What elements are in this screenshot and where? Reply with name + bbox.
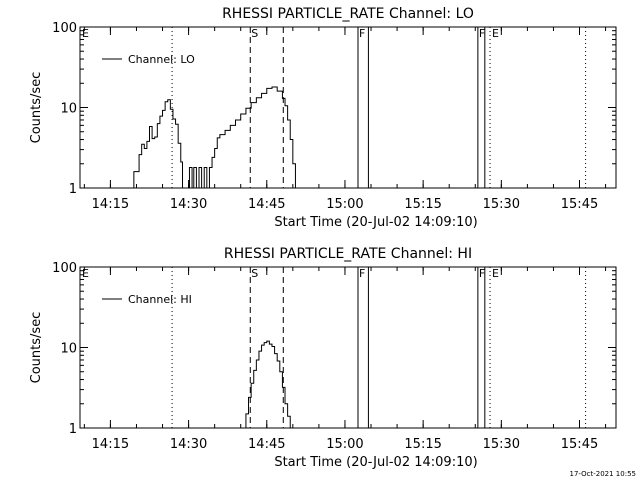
x-tick-label: 15:15 bbox=[404, 437, 441, 452]
chart-title: RHESSI PARTICLE_RATE Channel: HI bbox=[224, 246, 472, 262]
legend-entry: Channel: HI bbox=[128, 293, 192, 306]
marker-label: F bbox=[479, 267, 485, 280]
legend: Channel: LO bbox=[102, 53, 195, 66]
y-tick-label: 1 bbox=[69, 182, 77, 197]
plot-panel-1: RHESSI PARTICLE_RATE Channel: LO 1 10 100 Co… bbox=[29, 6, 617, 230]
y-tick-label: 100 bbox=[52, 21, 77, 36]
x-axis-label: Start Time (20-Jul-02 14:09:10) bbox=[274, 455, 477, 470]
x-tick-label: 15:00 bbox=[326, 197, 363, 212]
series-line-1 bbox=[243, 340, 291, 429]
legend-entry: Channel: LO bbox=[128, 53, 195, 66]
x-tick-label: 15:15 bbox=[404, 197, 441, 212]
marker-label: S bbox=[251, 27, 258, 40]
plot-panel-2: RHESSI PARTICLE_RATE Channel: HI 1 10 100 Co… bbox=[29, 246, 617, 470]
x-tick-label: 15:00 bbox=[326, 437, 363, 452]
y-tick-label: 1 bbox=[69, 422, 77, 437]
legend: Channel: HI bbox=[102, 293, 192, 306]
x-tick-label: 14:30 bbox=[170, 437, 207, 452]
x-tick-label: 15:30 bbox=[483, 197, 520, 212]
x-tick-label: 14:45 bbox=[248, 437, 285, 452]
marker-label: E bbox=[82, 27, 89, 40]
y-tick-label: 100 bbox=[52, 261, 77, 276]
x-tick-label: 15:45 bbox=[561, 437, 598, 452]
y-tick-label: 10 bbox=[60, 102, 77, 117]
marker-label: E bbox=[82, 267, 89, 280]
marker-label: S bbox=[251, 267, 258, 280]
marker-label: F bbox=[359, 267, 365, 280]
x-tick-label: 15:45 bbox=[561, 197, 598, 212]
plots-container: RHESSI PARTICLE_RATE Channel: LO 1 10 100 Co… bbox=[29, 6, 617, 470]
marker-label: E bbox=[492, 27, 499, 40]
x-tick-label: 14:15 bbox=[92, 437, 129, 452]
x-axis-label: Start Time (20-Jul-02 14:09:10) bbox=[274, 215, 477, 230]
series-line-1 bbox=[128, 86, 296, 189]
y-axis-label: Counts/sec bbox=[29, 72, 44, 144]
x-tick-label: 14:30 bbox=[170, 197, 207, 212]
chart-title: RHESSI PARTICLE_RATE Channel: LO bbox=[222, 6, 474, 22]
x-tick-label: 14:45 bbox=[248, 197, 285, 212]
marker-label: E bbox=[492, 267, 499, 280]
marker-label: F bbox=[359, 27, 365, 40]
y-axis-label: Counts/sec bbox=[29, 312, 44, 384]
y-tick-label: 10 bbox=[60, 342, 77, 357]
x-tick-label: 15:30 bbox=[483, 437, 520, 452]
marker-label: F bbox=[479, 27, 485, 40]
footer-timestamp: 17-Oct-2021 10:55 bbox=[570, 470, 636, 478]
x-tick-label: 14:15 bbox=[92, 197, 129, 212]
